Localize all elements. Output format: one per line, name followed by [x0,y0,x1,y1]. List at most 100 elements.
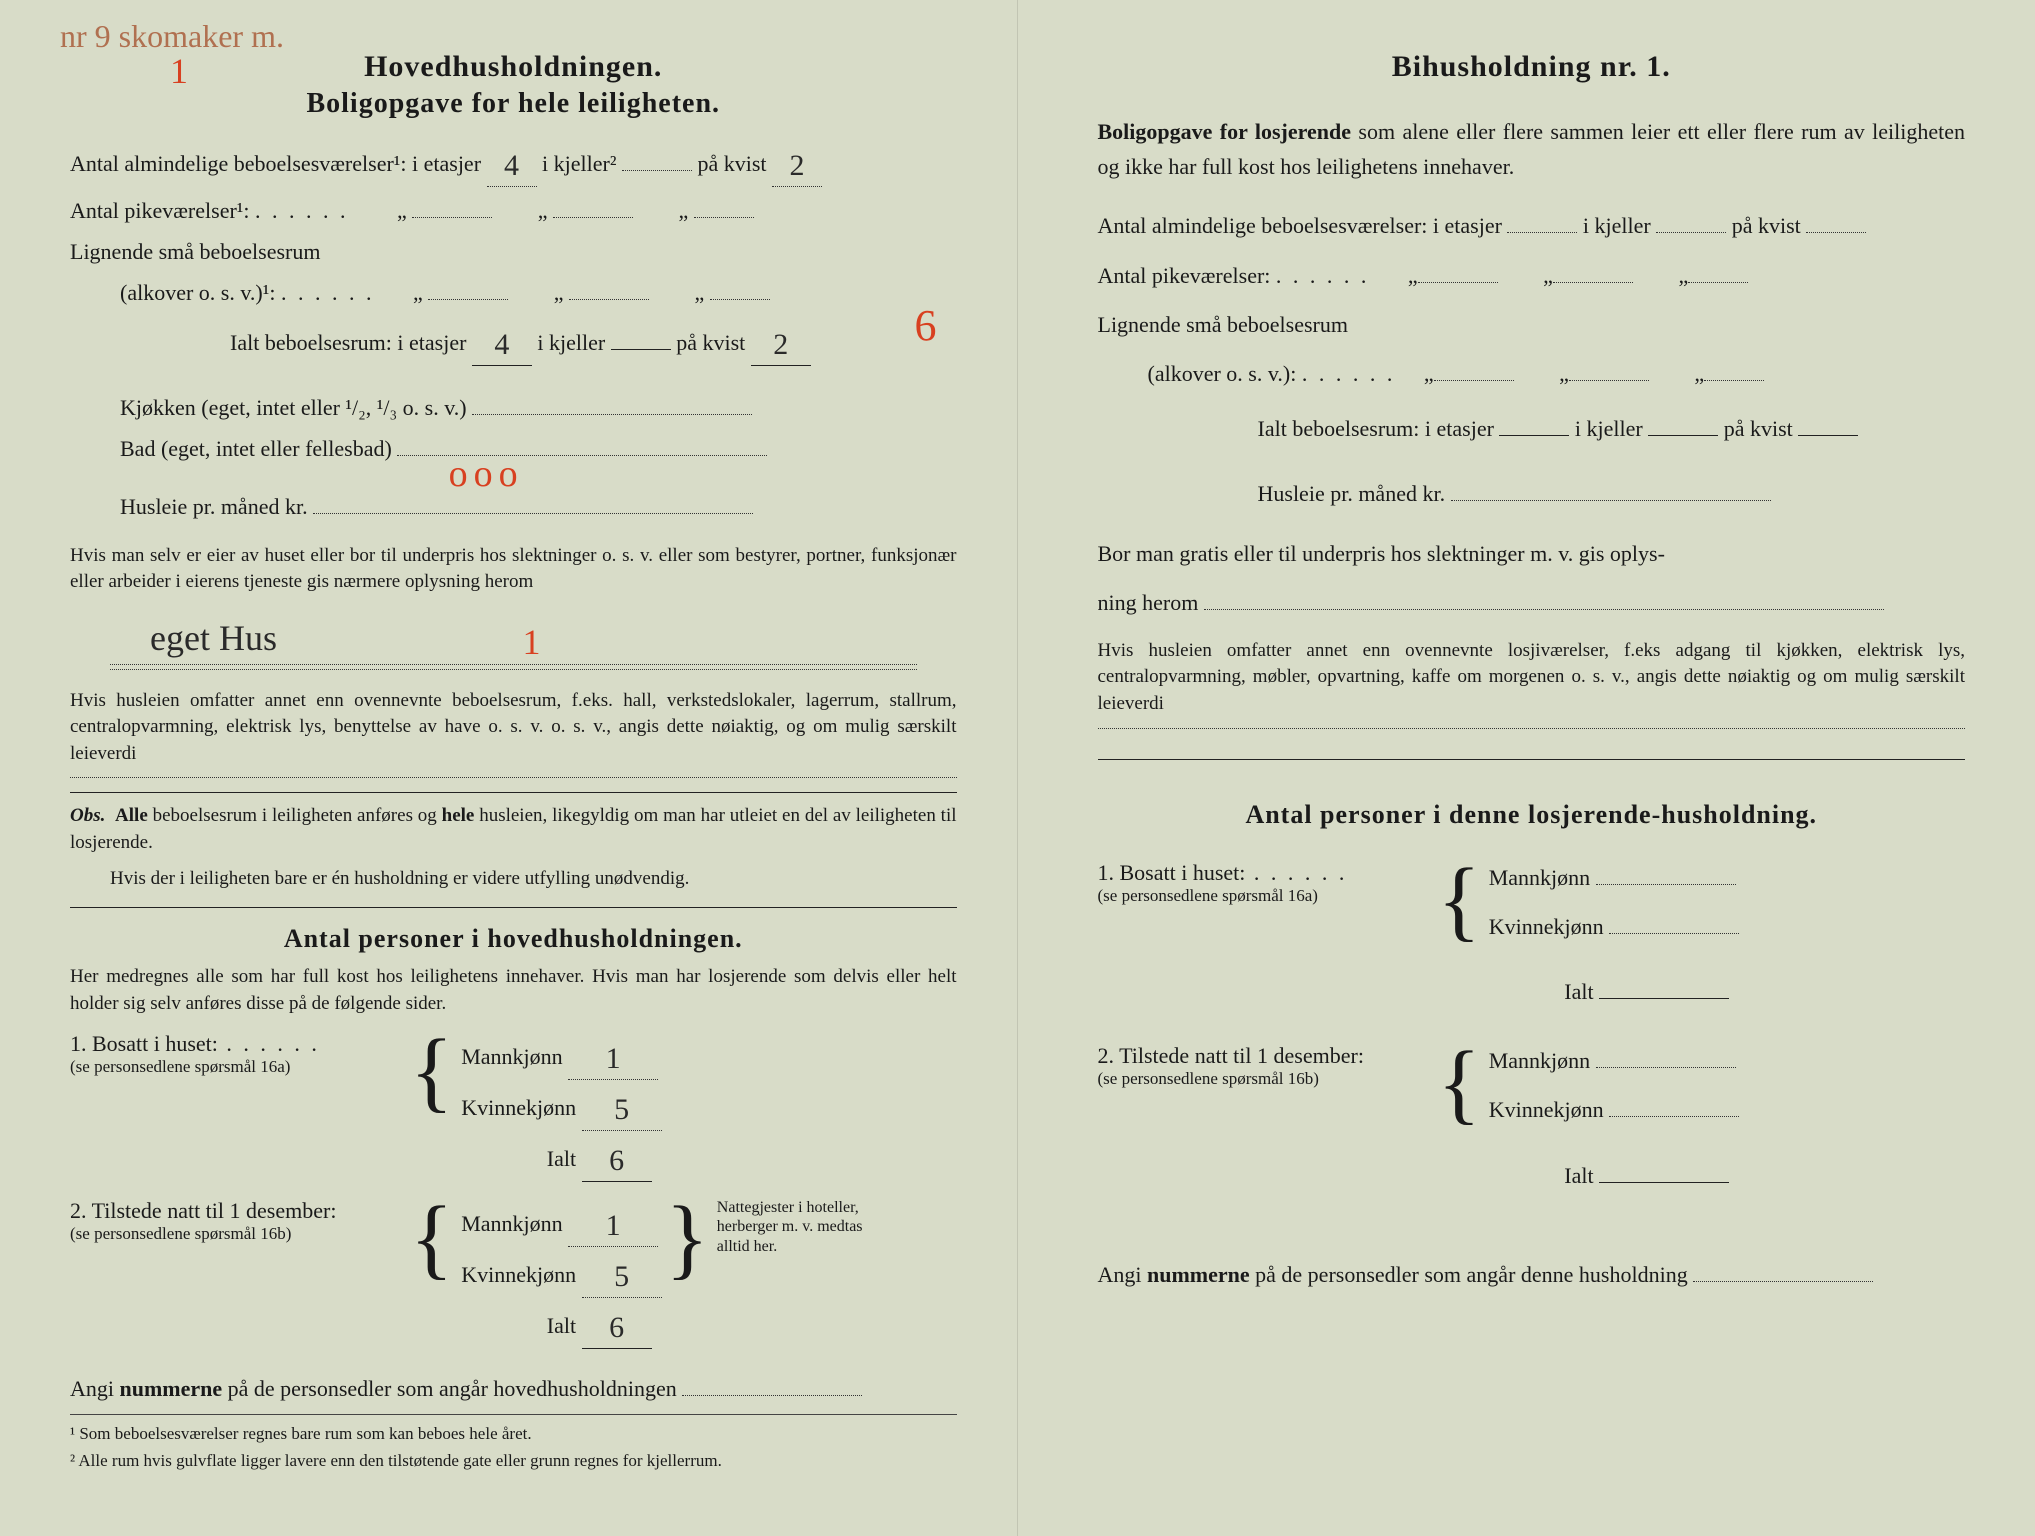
ialt-kjeller-value [611,349,671,350]
intro-right: Boligopgave for losjerende som alene ell… [1098,114,1966,184]
red-one-b: 1 [522,622,540,662]
left-page: nr 9 skomaker m. 1 Hovedhusholdningen. B… [0,0,1018,1536]
husleie-note-r: Hvis husleien omfatter annet enn ovennev… [1098,638,1966,718]
kvinne-label: Kvinnekjønn [461,1095,576,1120]
rooms-label-r: Antal almindelige beboelsesværelser: i e… [1098,213,1502,238]
red-one: 1 [170,50,188,92]
bosatt-i: 6 [609,1137,624,1185]
bracket-icon: { [1438,1043,1481,1207]
husleie-note: Hvis husleien omfatter annet enn ovennev… [70,688,957,768]
kvinne-label-r: Kvinnekjønn [1489,914,1604,939]
alkover-label: (alkover o. s. v.)¹: [120,280,275,305]
ialt-label-p2: Ialt [547,1313,576,1338]
rooms-line: Antal almindelige beboelsesværelser¹: i … [70,138,957,187]
mann-label2: Mannkjønn [461,1211,562,1236]
ialt-label-r2: Ialt [1564,979,1593,1004]
title-main: Hovedhusholdningen. [70,50,957,84]
mann-label-r: Mannkjønn [1489,865,1590,890]
bosatt-sub: (se personsedlene spørsmål 16a) [70,1057,410,1077]
bracket-icon: { [410,1031,453,1184]
ialt-line: Ialt beboelsesrum: i etasjer 4 i kjeller… [70,317,957,366]
rooms-label: Antal almindelige beboelsesværelser¹: i … [70,151,481,176]
kvinne-label-r2: Kvinnekjønn [1489,1097,1604,1122]
ialt-label-r: Ialt beboelsesrum: i etasjer [1258,416,1494,441]
ialt-kjeller-label: i kjeller [537,330,605,355]
ialt-label: Ialt beboelsesrum: i etasjer [230,330,466,355]
tilstede-label: 2. Tilstede natt til 1 desember: [70,1198,410,1224]
rooms-line-r: Antal almindelige beboelsesværelser: i e… [1098,208,1966,243]
tilstede-sub-r: (se personsedlene spørsmål 16b) [1098,1069,1438,1089]
persons-title-r: Antal personer i denne losjerende-hushol… [1098,800,1966,830]
angi-line-r: Angi nummerne på de personsedler som ang… [1098,1257,1966,1292]
bosatt-label-r: 1. Bosatt i huset: [1098,860,1246,885]
rooms-kvist-value: 2 [790,142,805,190]
pike-label: Antal pikeværelser¹: [70,198,250,223]
title-right: Bihusholdning nr. 1. [1098,50,1966,84]
footnote-1: ¹ Som beboelsesværelser regnes bare rum … [70,1423,957,1446]
ialt-kvist-label: på kvist [676,330,745,355]
tilstede-i: 6 [609,1304,624,1352]
ialt-line-r: Ialt beboelsesrum: i etasjer i kjeller p… [1098,411,1966,446]
bosatt-row: 1. Bosatt i huset: (se personsedlene spø… [70,1031,957,1184]
kjokken-label: Kjøkken (eget, intet eller ¹/₂, ¹/₃ o. s… [120,395,467,420]
alkover-line-r: (alkover o. s. v.): „ „ „ [1098,356,1966,391]
pike-line: Antal pikeværelser¹: „ „ „ [70,193,957,228]
tilstede-row: 2. Tilstede natt til 1 desember: (se per… [70,1198,957,1351]
kvist-label-r: på kvist [1732,213,1801,238]
natte-note: Nattegjester i hoteller, herberger m. v.… [717,1198,887,1351]
kjeller-label-r: i kjeller [1583,213,1651,238]
bad-label: Bad (eget, intet eller fellesbad) [120,436,392,461]
gratis-line2: ning herom [1098,585,1966,620]
obs-note2: Hvis der i leiligheten bare er én hushol… [70,866,957,893]
kjokken-line: Kjøkken (eget, intet eller ¹/₂, ¹/₃ o. s… [70,390,957,425]
mann-label: Mannkjønn [461,1044,562,1069]
tilstede-label-r: 2. Tilstede natt til 1 desember: [1098,1043,1438,1069]
husleie-line-r: Husleie pr. måned kr. [1098,476,1966,511]
gratis-line: Bor man gratis eller til underpris hos s… [1098,536,1966,571]
persons-intro: Her medregnes alle som har full kost hos… [70,964,957,1017]
pike-line-r: Antal pikeværelser: „ „ „ [1098,258,1966,293]
ialt-label-p: Ialt [547,1146,576,1171]
bosatt-label: 1. Bosatt i huset: [70,1031,218,1056]
gratis-label2: ning herom [1098,590,1199,615]
bracket-icon: } [666,1198,709,1351]
tilstede-k: 5 [614,1253,629,1301]
angi-line: Angi nummerne på de personsedler som ang… [70,1371,957,1406]
bosatt-sub-r: (se personsedlene spørsmål 16a) [1098,886,1438,906]
rooms-etasjer-value: 4 [504,142,519,190]
ialt-etasjer-value: 4 [494,321,509,369]
kvinne-label2: Kvinnekjønn [461,1262,576,1287]
husleie-label: Husleie pr. måned kr. [120,494,308,519]
husleie-line: Husleie pr. måned kr. ooo [70,472,957,533]
red-ooo: ooo [449,453,524,495]
bosatt-k: 5 [614,1086,629,1134]
bracket-icon: { [410,1198,453,1351]
alkover-label-r: (alkover o. s. v.): [1148,361,1297,386]
tilstede-m: 1 [606,1202,621,1250]
eier-note: Hvis man selv er eier av huset eller bor… [70,543,957,596]
persons-title: Antal personer i hovedhusholdningen. [70,924,957,954]
obs-note: Obs. Alle beboelsesrum i leiligheten anf… [70,803,957,856]
ialt-kvist-value: 2 [773,321,788,369]
eget-hus: eget Hus [150,610,277,668]
ialt-kjeller-r: i kjeller [1575,416,1643,441]
tilstede-row-r: 2. Tilstede natt til 1 desember: (se per… [1098,1043,1966,1207]
red-six: 6 [915,300,937,351]
title-sub: Boligopgave for hele leiligheten. [70,88,957,120]
small-label-r: Lignende små beboelsesrum [1098,307,1966,342]
tilstede-sub: (se personsedlene spørsmål 16b) [70,1224,410,1244]
bracket-icon: { [1438,860,1481,1024]
bosatt-m: 1 [606,1035,621,1083]
alkover-line: (alkover o. s. v.)¹: „ „ „ [70,275,957,310]
small-rooms-label: Lignende små beboelsesrum [70,234,957,269]
right-page: Bihusholdning nr. 1. Boligopgave for los… [1018,0,2035,1536]
husleie-label-r: Husleie pr. måned kr. [1258,481,1446,506]
ialt-kvist-r: på kvist [1724,416,1793,441]
ialt-label-r3: Ialt [1564,1163,1593,1188]
mann-label-r2: Mannkjønn [1489,1048,1590,1073]
bosatt-row-r: 1. Bosatt i huset: (se personsedlene spø… [1098,860,1966,1024]
rooms-kvist-label: på kvist [697,151,766,176]
rooms-kjeller-label: i kjeller² [542,151,616,176]
pike-label-r: Antal pikeværelser: [1098,263,1271,288]
rooms-kjeller-value [622,170,692,171]
